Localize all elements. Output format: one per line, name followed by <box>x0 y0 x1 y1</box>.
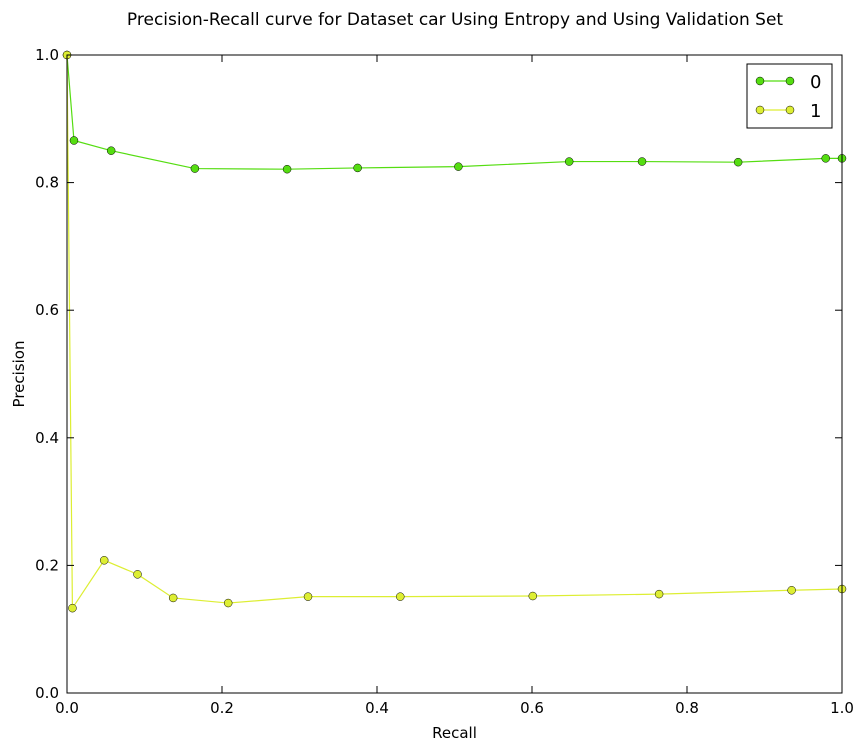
series-1-point <box>303 592 313 601</box>
y-tick-label: 1.0 <box>35 46 59 64</box>
x-tick-label: 0.6 <box>520 699 544 717</box>
series-0-point <box>821 154 830 163</box>
legend-swatch-marker <box>785 76 795 86</box>
series-1-point <box>68 603 77 613</box>
series-0-point <box>69 136 79 145</box>
series-0-point <box>282 164 292 174</box>
series-0-point <box>106 146 116 155</box>
x-tick-label: 0.8 <box>675 699 699 717</box>
y-tick-label: 0.4 <box>35 429 59 447</box>
x-tick-label: 0.2 <box>210 699 234 717</box>
legend-swatch-marker <box>755 76 765 86</box>
x-axis-label: Recall <box>432 724 477 742</box>
legend-entry-0: 0 <box>755 72 821 93</box>
series-0 <box>62 50 847 174</box>
legend-frame <box>746 63 833 129</box>
tick-layer: 0.0 0.2 0.4 0.6 0.8 1.0 0.0 0.2 0.4 0.6 0.8 1.0 <box>35 46 854 717</box>
x-tick-label: 0.0 <box>55 699 79 717</box>
series-1-point <box>133 570 142 579</box>
series-1 <box>62 50 847 613</box>
y-tick-label: 0.8 <box>35 174 59 192</box>
series-1-point <box>223 598 233 608</box>
series-1-point <box>787 586 796 595</box>
series-1-point <box>528 591 538 601</box>
y-axis-label: Precision <box>10 341 28 408</box>
series-1-point <box>396 592 405 601</box>
series-1-point <box>168 593 178 603</box>
series-1-point <box>99 556 109 565</box>
series-1-point <box>654 589 664 599</box>
x-tick-label: 0.4 <box>365 699 389 717</box>
series-0-point <box>454 162 463 171</box>
legend: 01 <box>746 63 833 129</box>
series-0-line <box>66 54 842 170</box>
series-0-point <box>733 157 743 167</box>
series-layer <box>62 50 847 613</box>
series-0-point <box>353 163 362 173</box>
series-1-line <box>66 54 843 611</box>
legend-swatch-marker <box>755 105 765 115</box>
series-0-point <box>190 164 200 173</box>
legend-label: 1 <box>810 101 821 122</box>
y-tick-label: 0.2 <box>35 556 59 574</box>
plot-frame <box>66 54 843 694</box>
series-0-point <box>637 157 647 166</box>
y-tick-label: 0.0 <box>35 684 59 702</box>
legend-label: 0 <box>810 72 821 93</box>
legend-entry-1: 1 <box>755 101 821 122</box>
y-tick-label: 0.6 <box>35 301 59 319</box>
x-tick-label: 1.0 <box>830 699 854 717</box>
legend-swatch-marker <box>785 105 795 115</box>
chart-title: Precision-Recall curve for Dataset car U… <box>127 10 783 30</box>
series-0-point <box>564 157 574 166</box>
